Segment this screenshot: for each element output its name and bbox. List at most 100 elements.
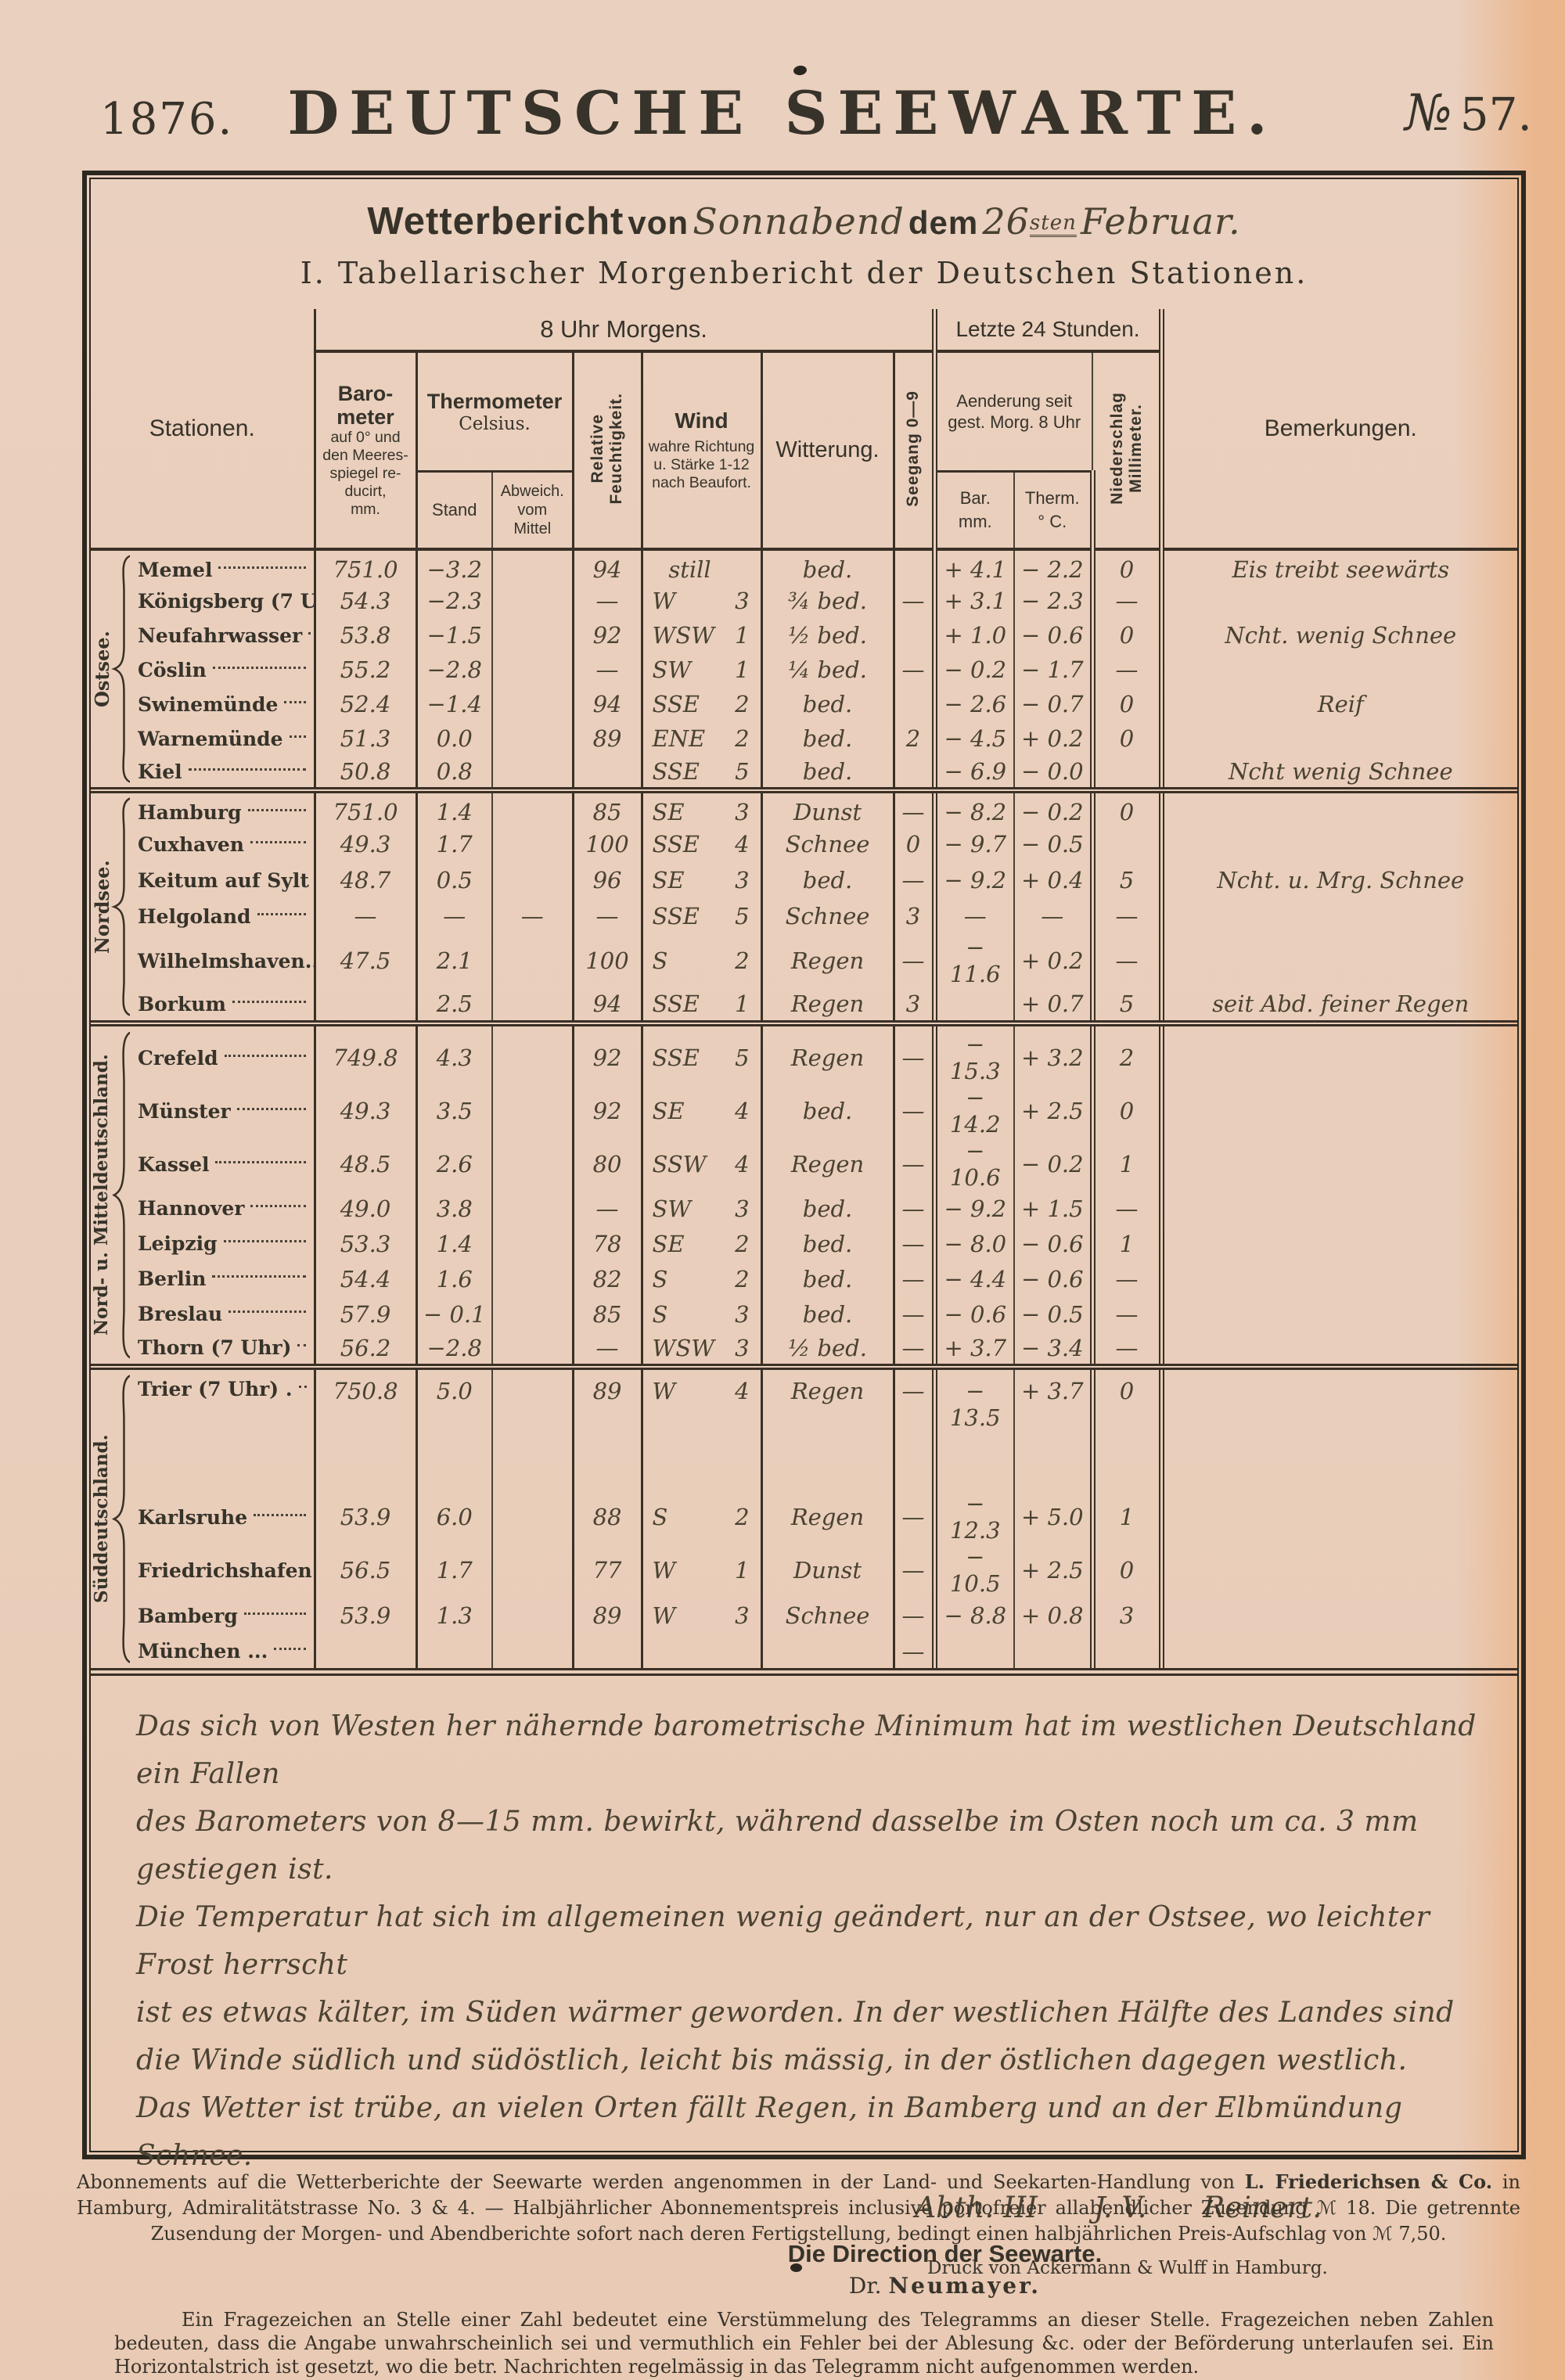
header-barometer-line: ducirt, [344, 483, 387, 500]
cell-seegang [894, 687, 937, 721]
cell-bemerkungen: Ncht. wenig Schnee [1225, 622, 1457, 649]
wind-direction: SSE [652, 903, 700, 929]
cell-bemerkungen [1161, 584, 1517, 618]
cell-aenderung-therm: − 3.4 [1014, 1332, 1096, 1367]
cell-wind: SSE 2 [642, 687, 763, 721]
cell-barometer: 52.4 [315, 687, 418, 721]
cell-abweichung [492, 1544, 574, 1597]
cell-aenderung-bar: + 3.7 [934, 1332, 1016, 1367]
table-row: Süddeutschland. Trier (7 Uhr) . 750.8 5.0 89… [91, 1367, 1517, 1490]
cell-aenderung-bar: − 2.6 [934, 687, 1016, 721]
wind-strength: 1 [735, 656, 750, 683]
header-wind-line: wahre Richtung [648, 438, 755, 455]
header-barometer-line: mm. [351, 501, 380, 518]
cell-bemerkungen: Eis treibt seewärts [1232, 556, 1450, 583]
wind-direction: SW [652, 656, 692, 683]
cell-barometer: 48.5 [315, 1138, 418, 1191]
cell-station: Münster [130, 1084, 316, 1138]
cell-abweichung [492, 1191, 574, 1226]
table-row: Kiel 50.8 0.8 SSE 5 bed. − 6.9− 0.0 Ncht wenig … [91, 756, 1517, 790]
header-bar-line: mm. [958, 512, 992, 531]
printer-credit: Druck von Ackermann & Wulff in Hamburg. [927, 2258, 1328, 2278]
header-barometer-line: den Meeres- [322, 447, 408, 464]
cell-seegang: — [894, 584, 937, 618]
header-barometer: Baro- meter auf 0° und den Meeres- spieg… [315, 351, 418, 549]
subscription-pre: Abonnements auf die Wetterberichte der S… [77, 2171, 1245, 2193]
cell-witterung: Regen [761, 987, 895, 1023]
cell-bemerkungen: seit Abd. feiner Regen [1212, 990, 1470, 1017]
wind-strength: 3 [735, 1602, 750, 1629]
cell-barometer: 750.8 [315, 1367, 418, 1490]
cell-wind: SSW 4 [642, 1138, 763, 1191]
wind-direction: SE [652, 799, 685, 825]
cell-barometer: 49.0 [315, 1191, 418, 1226]
header-thermometer-title: Thermometer [426, 389, 563, 413]
cell-aenderung-therm: − 0.0 [1014, 756, 1096, 790]
cell-thermometer-stand: 3.5 [416, 1084, 494, 1138]
cell-bemerkungen [1161, 898, 1517, 934]
header-niederschlag-line: Niederschlag [1108, 392, 1127, 505]
cell-abweichung [492, 934, 574, 987]
cell-bemerkungen [1161, 1023, 1517, 1084]
cell-niederschlag: — [1092, 898, 1164, 934]
station-name: Königsberg (7 Uhr). [138, 589, 312, 613]
dotted-leader [257, 912, 306, 915]
cell-station: Hannover [130, 1191, 316, 1226]
cell-thermometer-stand: −2.8 [416, 653, 494, 687]
cell-abweichung [492, 1138, 574, 1191]
cell-wind: SE 3 [642, 862, 763, 898]
wind-direction: WSW [652, 622, 714, 649]
masthead-year: 1876. [100, 94, 234, 145]
cell-abweichung [492, 1226, 574, 1261]
cell-feuchtigkeit: 94 [573, 687, 643, 721]
cell-abweichung: — [492, 898, 574, 934]
header-aenderung-line: Aenderung seit [956, 391, 1073, 411]
cell-niederschlag: — [1092, 934, 1164, 987]
station-name: Memel [138, 558, 213, 581]
header-therm-c: Therm. ° C. [1014, 471, 1096, 549]
table-header: Stationen. 8 Uhr Morgens. Letzte 24 Stun… [91, 309, 1517, 549]
cell-thermometer-stand: − 0.1 [416, 1296, 494, 1332]
cell-thermometer-stand: −2.3 [416, 584, 494, 618]
cell-witterung: bed. [761, 1226, 895, 1261]
cell-witterung: bed. [761, 1296, 895, 1332]
cell-seegang: 2 [894, 721, 937, 756]
cell-bemerkungen: Reif [1317, 691, 1364, 717]
cell-thermometer-stand: 4.3 [416, 1023, 494, 1084]
cell-abweichung [492, 790, 574, 826]
signature-abth: Abth. III [915, 2191, 1038, 2224]
cell-witterung: bed. [761, 1191, 895, 1226]
cell-seegang: — [894, 934, 937, 987]
cell-abweichung [492, 1597, 574, 1634]
wind-strength: 3 [735, 867, 750, 893]
cell-feuchtigkeit: 78 [573, 1226, 643, 1261]
station-name: Crefeld [138, 1046, 218, 1070]
cell-station: Helgoland [130, 898, 316, 934]
cell-thermometer-stand: 2.5 [416, 987, 494, 1023]
cell-wind: SSE 4 [642, 826, 763, 862]
cell-seegang: — [894, 862, 937, 898]
cell-aenderung-therm: + 2.5 [1014, 1084, 1096, 1138]
cell-aenderung-bar: − 0.2 [934, 653, 1016, 687]
cell-seegang: 0 [894, 826, 937, 862]
ornament-dot-top [793, 64, 808, 77]
table-section: Ostsee. Memel 751.0 −3.2 94 still bed. + 4.1− 2… [91, 549, 1518, 790]
wind-strength: 2 [735, 1230, 750, 1257]
cell-thermometer-stand: 2.1 [416, 934, 494, 987]
header-therm-line: ° C. [1038, 512, 1067, 531]
cell-wind: SSE 1 [642, 987, 763, 1023]
table-row: Keitum auf Sylt . 48.7 0.5 96 SE 3 bed. — − 9.2 +… [91, 862, 1517, 898]
wind-strength: 2 [735, 725, 750, 752]
cell-barometer: 53.9 [315, 1597, 418, 1634]
section-brace-icon [110, 1373, 130, 1665]
cell-niederschlag: — [1092, 1332, 1164, 1367]
station-name: Bamberg [138, 1604, 238, 1627]
cell-aenderung-therm: − 0.5 [1014, 826, 1096, 862]
cell-bemerkungen [1161, 1544, 1517, 1597]
publisher-name: L. Friederichsen & Co. [1244, 2170, 1493, 2193]
summary-block: Das sich von Westen her nähernde baromet… [136, 1702, 1484, 2180]
dotted-leader [224, 1054, 306, 1057]
cell-aenderung-therm: — [1014, 898, 1096, 934]
wind-direction: SE [652, 1230, 685, 1257]
